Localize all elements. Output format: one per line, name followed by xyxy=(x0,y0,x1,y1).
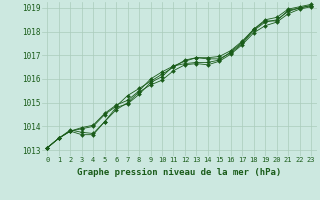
X-axis label: Graphe pression niveau de la mer (hPa): Graphe pression niveau de la mer (hPa) xyxy=(77,168,281,177)
